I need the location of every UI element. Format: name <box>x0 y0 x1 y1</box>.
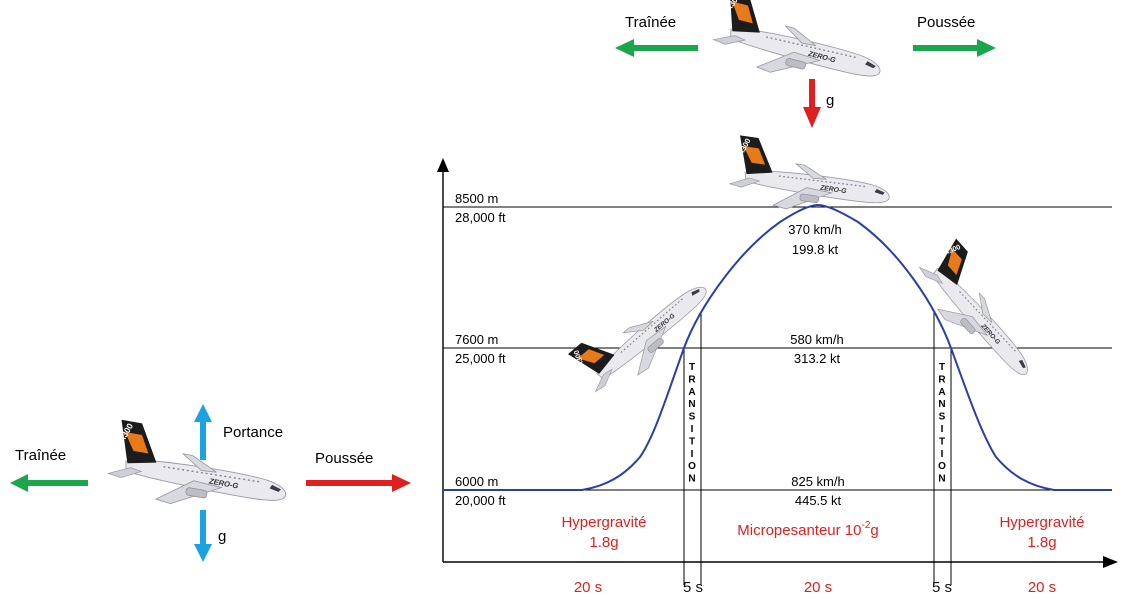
left-force-diagram: Traînée Poussée Portance g A300 ZERO-G <box>10 404 411 562</box>
drag-arrow-left <box>10 474 88 492</box>
airplane-icon: A300 ZERO-G <box>708 0 891 99</box>
thrust-label-left: Poussée <box>315 450 373 467</box>
transition-letter: O <box>938 461 946 472</box>
transition-letter: A <box>688 387 695 398</box>
transition-letter: I <box>691 424 694 435</box>
flight-profile: 8500 m 28,000 ft 7600 m 25,000 ft 6000 m… <box>437 134 1118 596</box>
x-axis-arrowhead <box>1103 556 1118 568</box>
transition-letter: T <box>939 362 945 373</box>
transition-letter: R <box>938 374 946 385</box>
gravity-label-left: g <box>218 528 226 545</box>
speed-kt-1: 199.8 kt <box>792 242 839 257</box>
phase-hyper-left-1: Hypergravité <box>561 514 646 531</box>
duration-1: 20 s <box>574 579 602 596</box>
airplane-icon: A300 ZERO-G <box>726 134 896 224</box>
transition-letter: T <box>689 436 695 447</box>
phase-hyper-right-2: 1.8g <box>1027 534 1056 551</box>
altitude-m-2: 7600 m <box>455 332 498 347</box>
speed-kmh-2: 580 km/h <box>790 332 843 347</box>
flight-curve <box>443 203 1112 491</box>
gravity-label-top: g <box>826 92 834 109</box>
transition-letter: S <box>689 412 696 423</box>
transition-letter: T <box>689 362 695 373</box>
drag-label-top: Traînée <box>625 14 676 31</box>
transition-letter: N <box>938 399 945 410</box>
duration-5: 20 s <box>1028 579 1056 596</box>
altitude-ft-1: 28,000 ft <box>455 210 506 225</box>
airplane-icon: A300 ZERO-G <box>907 235 1056 391</box>
duration-4: 5 s <box>932 579 952 596</box>
gravity-arrow-top <box>803 79 821 128</box>
airplane-icon: A300 ZERO-G <box>564 258 722 405</box>
drag-arrow-top <box>615 39 698 57</box>
transition-letter: N <box>938 474 945 485</box>
thrust-arrow-left <box>306 474 411 492</box>
speed-kmh-1: 370 km/h <box>788 222 841 237</box>
duration-3: 20 s <box>804 579 832 596</box>
lift-arrow <box>194 404 212 460</box>
transition-letter: T <box>939 436 945 447</box>
altitude-m-3: 6000 m <box>455 474 498 489</box>
transition-letter: N <box>688 474 695 485</box>
thrust-arrow-top <box>913 39 996 57</box>
phase-micro: Micropesanteur 10-2g <box>737 520 878 539</box>
altitude-ft-3: 20,000 ft <box>455 493 506 508</box>
lift-label: Portance <box>223 424 283 441</box>
speed-kt-2: 313.2 kt <box>794 351 841 366</box>
y-axis-arrowhead <box>437 158 449 172</box>
altitude-m-1: 8500 m <box>455 191 498 206</box>
duration-2: 5 s <box>683 579 703 596</box>
transition-letter: A <box>938 387 945 398</box>
speed-kmh-3: 825 km/h <box>791 474 844 489</box>
phase-hyper-right-1: Hypergravité <box>999 514 1084 531</box>
transition-letter: I <box>691 449 694 460</box>
transition-letter: I <box>941 449 944 460</box>
transition-letter: S <box>939 412 946 423</box>
transition-letter: N <box>688 399 695 410</box>
gravity-arrow-left <box>194 510 212 562</box>
transition-letter: O <box>688 461 696 472</box>
thrust-label-top: Poussée <box>917 14 975 31</box>
drag-label-left: Traînée <box>15 447 66 464</box>
altitude-ft-2: 25,000 ft <box>455 351 506 366</box>
transition-letter: R <box>688 374 696 385</box>
top-force-diagram: Traînée Poussée A300 ZERO-G g <box>615 0 996 128</box>
phase-hyper-left-2: 1.8g <box>589 534 618 551</box>
plane-body-text: ZERO-G <box>819 184 848 195</box>
speed-kt-3: 445.5 kt <box>795 493 842 508</box>
transition-letter: I <box>941 424 944 435</box>
